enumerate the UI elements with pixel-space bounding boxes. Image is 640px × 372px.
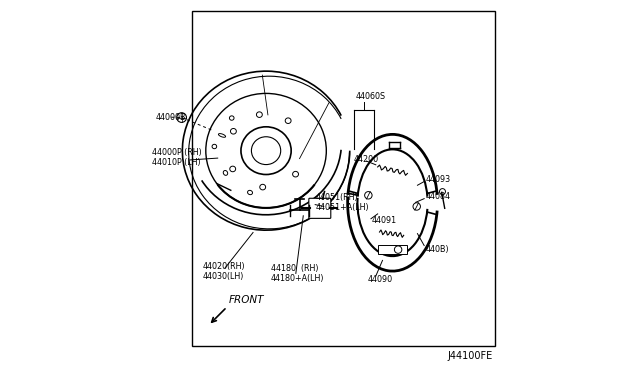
Circle shape [440, 189, 445, 195]
Text: 44090: 44090 [367, 275, 393, 284]
Text: 44200: 44200 [353, 155, 379, 164]
Text: FRONT: FRONT [229, 295, 264, 305]
Text: 44091: 44091 [371, 216, 396, 225]
Circle shape [177, 113, 186, 122]
Circle shape [413, 203, 420, 210]
Text: 44084: 44084 [426, 192, 451, 201]
Text: 44093: 44093 [426, 175, 451, 184]
Text: 44020(RH)
44030(LH): 44020(RH) 44030(LH) [203, 262, 246, 281]
Text: 44180  (RH)
44180+A(LH): 44180 (RH) 44180+A(LH) [271, 264, 324, 283]
Text: 44060S: 44060S [355, 92, 385, 101]
Circle shape [394, 246, 402, 253]
Text: J44100FE: J44100FE [448, 351, 493, 361]
Text: 44000B: 44000B [156, 113, 186, 122]
Circle shape [365, 192, 372, 199]
Text: 440B): 440B) [426, 245, 449, 254]
Bar [191, 11, 495, 346]
Text: 44000P (RH)
44010P (LH): 44000P (RH) 44010P (LH) [152, 148, 202, 167]
Bar [378, 245, 408, 254]
Text: 44051(RH)
44051+A(LH): 44051(RH) 44051+A(LH) [315, 193, 369, 212]
FancyBboxPatch shape [309, 198, 331, 218]
